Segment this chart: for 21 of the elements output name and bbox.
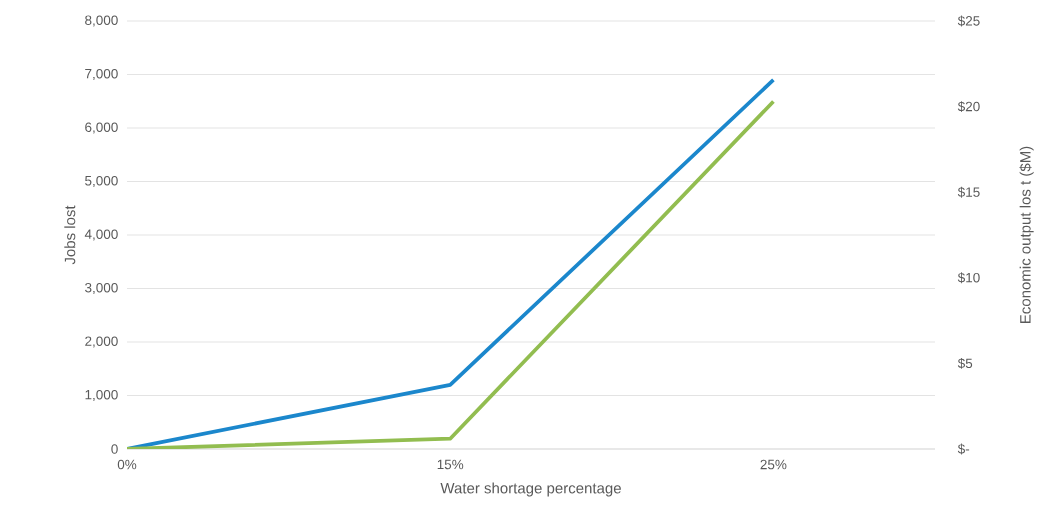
y-tick-label: 4,000	[84, 229, 118, 241]
y2-tick-label: $25	[957, 15, 980, 27]
x-tick-label: 25%	[760, 459, 787, 470]
y2-tick-label: $-	[957, 443, 970, 455]
x-axis-title: Water shortage percentage	[440, 482, 621, 497]
y-tick-label: 1,000	[85, 389, 118, 402]
y-axis-title: Jobs lost	[64, 205, 76, 265]
y2-tick-label: $10	[957, 272, 980, 284]
y-tick-label: 0	[111, 444, 118, 454]
y-tick-label: 3,000	[85, 282, 118, 295]
x-tick-label: 15%	[437, 459, 464, 470]
y-tick-label: 7,000	[85, 68, 118, 81]
y-tick-label: 5,000	[85, 175, 118, 188]
x-tick-label: 0%	[117, 459, 137, 470]
y2-tick-label: $15	[957, 186, 980, 198]
y2-tick-label: $20	[957, 101, 980, 113]
y2-tick-label: $5	[957, 357, 973, 369]
y-tick-label: 6,000	[85, 122, 118, 134]
y-tick-label: 8,000	[85, 15, 118, 27]
y2-axis-title: Economic output los t ($M)	[1019, 146, 1034, 323]
y-tick-label: 2,000	[85, 336, 118, 348]
